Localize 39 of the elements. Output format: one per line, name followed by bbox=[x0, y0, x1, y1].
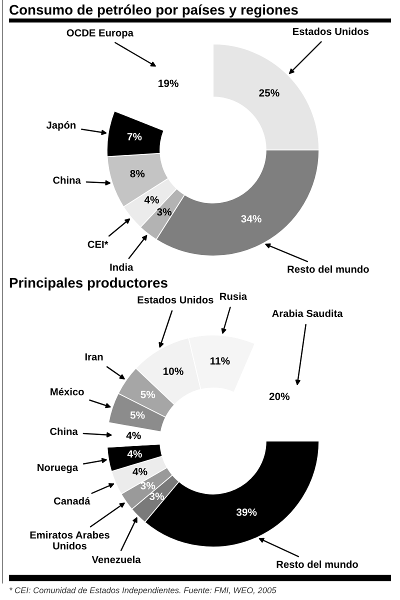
data-label: 4% bbox=[126, 432, 141, 440]
data-label: 11% bbox=[210, 357, 230, 365]
data-label: 19% bbox=[158, 80, 178, 88]
slice-label: México bbox=[50, 388, 84, 396]
chart-title: Consumo de petróleo por países y regiones bbox=[10, 4, 298, 18]
slice-label: Venezuela bbox=[92, 556, 141, 564]
slice-label: Arabia Saudita bbox=[272, 310, 343, 318]
slice-label: Emiratos Arabes Unidos bbox=[30, 531, 110, 550]
slice-label: OCDE Europa bbox=[66, 29, 134, 38]
data-label: 3% bbox=[156, 208, 172, 216]
data-label: 4% bbox=[127, 450, 142, 458]
slice-label: CEI* bbox=[88, 240, 108, 248]
slice-label: Iran bbox=[85, 353, 103, 360]
slice-label: Resto del mundo bbox=[276, 560, 358, 568]
slice-label: Estados Unidos bbox=[293, 28, 369, 36]
chart-title: Principales productores bbox=[10, 278, 168, 290]
data-label: 39% bbox=[236, 508, 257, 516]
data-label: 3% bbox=[149, 492, 164, 500]
data-label: 25% bbox=[259, 89, 280, 97]
data-label: 3% bbox=[140, 482, 156, 490]
data-label: 4% bbox=[144, 196, 159, 204]
slice-label: Japón bbox=[46, 121, 76, 131]
slice-label: China bbox=[53, 176, 81, 184]
slice-label: Noruega bbox=[38, 464, 78, 474]
data-label: 10% bbox=[163, 368, 184, 375]
data-label: 4% bbox=[132, 468, 148, 476]
slice-label: China bbox=[50, 428, 78, 436]
slice-label: Estados Unidos bbox=[138, 296, 214, 304]
data-label: 8% bbox=[130, 170, 145, 178]
data-label: 20% bbox=[269, 392, 290, 400]
data-label: 5% bbox=[140, 390, 156, 398]
data-label: 7% bbox=[127, 133, 142, 140]
text: * CEI: Comunidad de Estados Independientes. Fuente: FMI, WEO, 2005 bbox=[9, 587, 276, 595]
slice-label: Rusia bbox=[220, 292, 248, 300]
slice-label: Resto del mundo bbox=[288, 265, 369, 273]
data-label: 5% bbox=[130, 411, 145, 419]
slice-label: Canadá bbox=[54, 497, 90, 505]
data-label: 34% bbox=[241, 215, 262, 222]
slice-label: India bbox=[110, 263, 134, 271]
